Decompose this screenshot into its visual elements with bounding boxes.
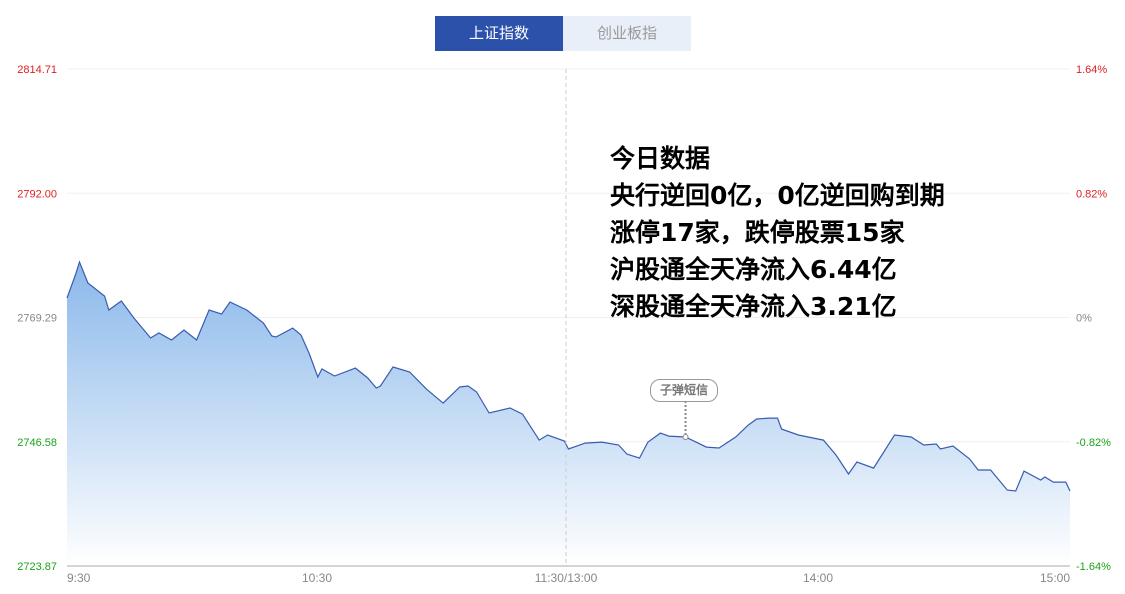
y-tick-left: 2746.58 — [17, 437, 57, 449]
y-tick-right: 0.82% — [1076, 188, 1107, 200]
overlay-line: 涨停17家，跌停股票15家 — [610, 218, 905, 247]
x-tick: 14:00 — [803, 571, 833, 585]
bullet-message-annotation[interactable]: 子弹短信 — [650, 379, 718, 402]
tab-shanghai-index[interactable]: 上证指数 — [435, 16, 563, 51]
y-tick-left: 2792.00 — [17, 188, 57, 200]
index-tabs: 上证指数 创业板指 — [435, 16, 691, 51]
x-tick: 9:30 — [67, 571, 91, 585]
x-tick: 11:30/13:00 — [535, 571, 598, 585]
y-tick-right: 1.64% — [1076, 64, 1107, 76]
overlay-line: 沪股通全天净流入6.44亿 — [610, 255, 897, 284]
tab-chinext-index[interactable]: 创业板指 — [563, 16, 691, 51]
overlay-title: 今日数据 — [610, 144, 711, 173]
y-tick-left: 2723.87 — [17, 561, 57, 573]
price-line — [66, 260, 1071, 492]
price-area — [67, 262, 1070, 566]
today-data-overlay: 今日数据 央行逆回0亿，0亿逆回购到期 涨停17家，跌停股票15家 沪股通全天净… — [610, 140, 945, 325]
y-tick-right: 0% — [1076, 313, 1092, 325]
overlay-line: 深股通全天净流入3.21亿 — [610, 292, 897, 321]
annotation-marker — [682, 434, 689, 441]
y-tick-right: -0.82% — [1076, 437, 1111, 449]
x-tick: 15:00 — [1040, 571, 1070, 585]
y-tick-left: 2814.71 — [17, 64, 57, 76]
x-tick: 10:30 — [302, 571, 332, 585]
y-tick-left: 2769.29 — [17, 313, 57, 325]
y-tick-right: -1.64% — [1076, 561, 1111, 573]
overlay-line: 央行逆回0亿，0亿逆回购到期 — [610, 181, 945, 210]
